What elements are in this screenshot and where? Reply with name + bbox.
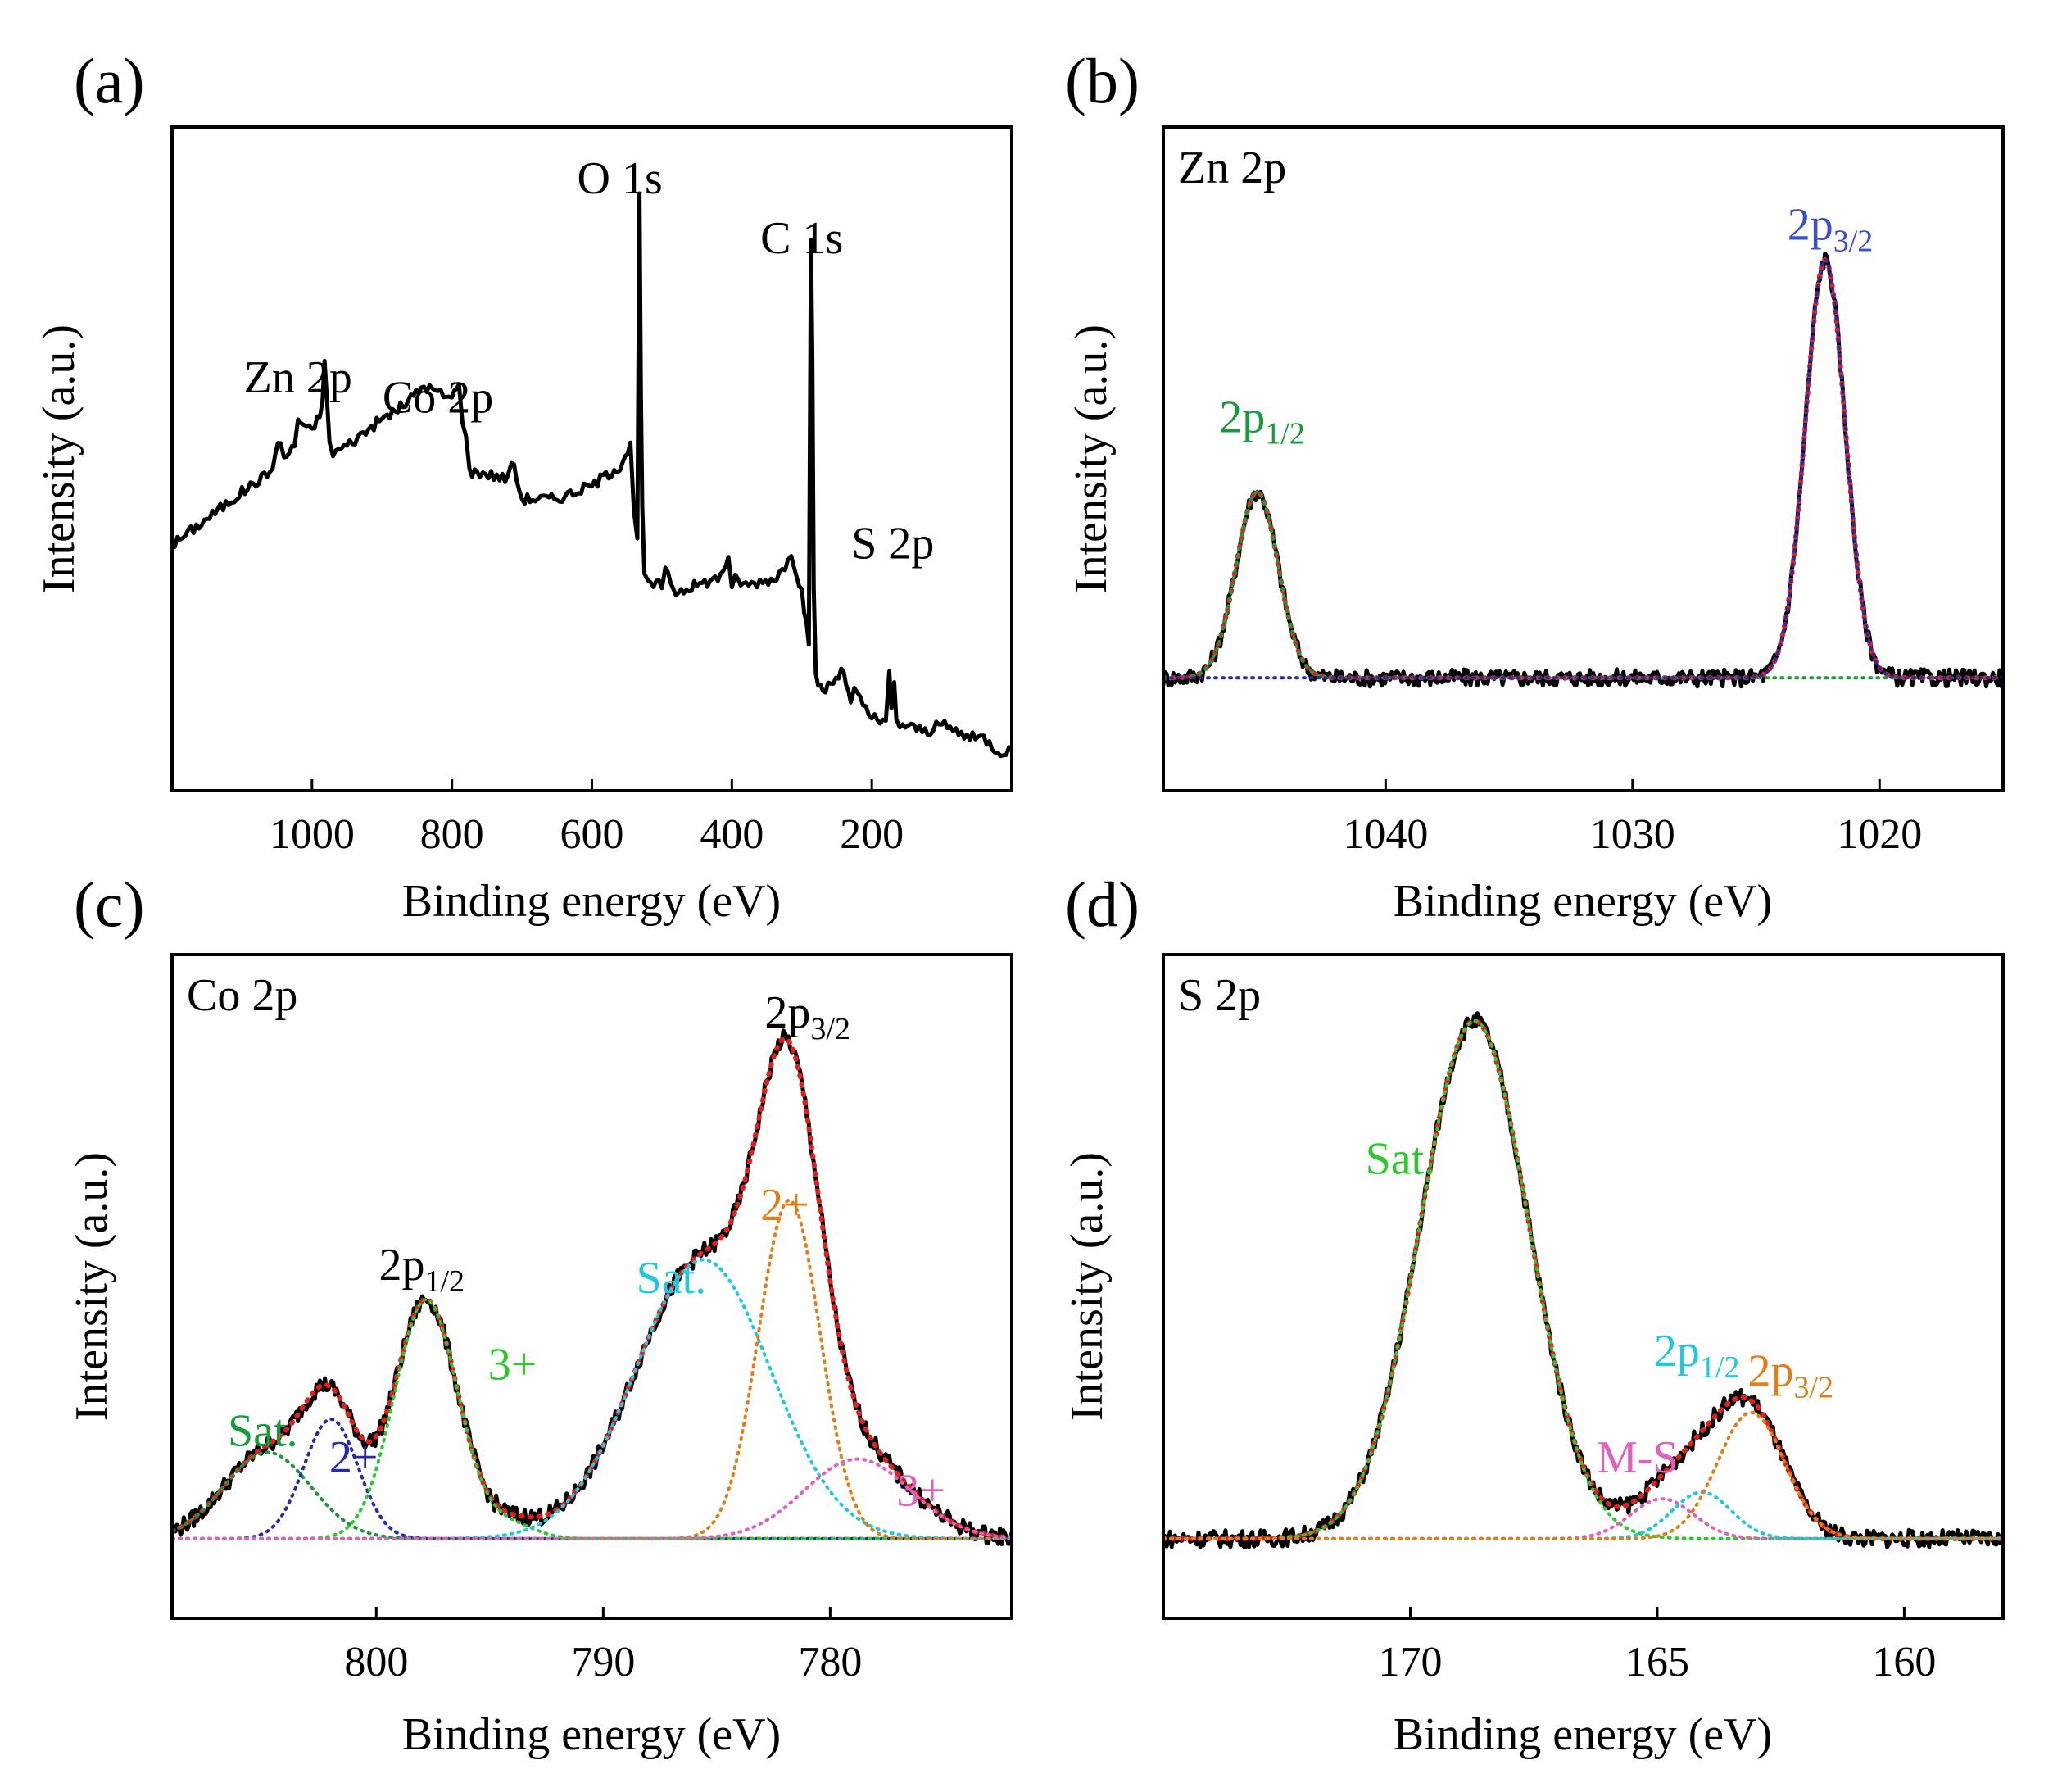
x-tick-label: 780 xyxy=(798,1639,862,1685)
x-tick-label: 800 xyxy=(344,1639,408,1685)
peak-label-text: C 1s xyxy=(760,213,843,264)
panel-title: S 2p xyxy=(1178,970,1261,1021)
peak-label: 2p1/2 xyxy=(1219,392,1305,451)
x-tick-label: 400 xyxy=(700,811,764,858)
peak-label: Co 2p xyxy=(383,372,493,423)
peak-label-text: M-S xyxy=(1597,1432,1679,1483)
chart-panel-b: 1040 1030 1020 Binding energy (eV) Intensity… xyxy=(1065,45,2005,927)
peak-label-text: Zn 2p xyxy=(244,352,352,403)
peak-label-text: S 2p xyxy=(851,519,934,569)
panel-title: Co 2p xyxy=(187,970,297,1021)
panel-letter: (a) xyxy=(74,45,145,116)
x-axis-label: Binding energy (eV) xyxy=(402,876,781,927)
peak-label: 2+ xyxy=(329,1432,378,1483)
chart-panel-d: 170 165 160 Binding energy (eV) Intensity (a… xyxy=(1062,869,2005,1760)
peak-label: O 1s xyxy=(578,153,663,204)
series-data xyxy=(1163,252,2003,689)
peak-label-subscript: 3/2 xyxy=(1793,1371,1833,1405)
x-tick-label: 170 xyxy=(1378,1639,1442,1685)
peak-label-text: 2p xyxy=(1654,1326,1700,1377)
peak-label-text: Sat. xyxy=(1366,1133,1436,1184)
peak-label: 2+ xyxy=(760,1180,809,1231)
axis-frame xyxy=(170,953,1013,1620)
axis-frame xyxy=(1162,125,2005,792)
peak-label-text: 2p xyxy=(1747,1346,1793,1397)
x-tick-label: 165 xyxy=(1625,1639,1689,1685)
peak-label: 3+ xyxy=(896,1465,945,1516)
series-2-2p3-2- xyxy=(172,1198,1012,1540)
x-axis-label: Binding energy (eV) xyxy=(1394,1709,1772,1760)
x-tick-label: 200 xyxy=(840,811,904,858)
panel-title: Zn 2p xyxy=(1178,143,1286,193)
series-survey xyxy=(172,191,1012,759)
x-tick-label: 790 xyxy=(571,1639,635,1685)
peak-label: 2p1/2 xyxy=(378,1240,465,1299)
x-tick-label: 1030 xyxy=(1590,811,1675,858)
peak-label: S 2p xyxy=(851,519,934,569)
x-tick-label: 1000 xyxy=(270,811,355,858)
series-fit xyxy=(1163,257,2003,681)
peak-label: 2p3/2 xyxy=(1788,200,1874,259)
peak-label-text: 2+ xyxy=(760,1180,809,1231)
peak-label: Sat. xyxy=(1366,1133,1436,1184)
peak-label: 2p1/2 xyxy=(1654,1326,1740,1385)
plot-area xyxy=(172,191,1012,759)
peak-label-text: 2p xyxy=(764,987,810,1038)
peak-label-text: Sat. xyxy=(228,1405,298,1456)
series-2-2p1-2- xyxy=(172,1418,1012,1540)
series-2p1-2-component xyxy=(1163,490,2003,680)
peak-label-subscript: 3/2 xyxy=(1833,225,1874,259)
peak-label-text: Co 2p xyxy=(383,372,493,423)
panel-letter: (d) xyxy=(1065,869,1140,940)
series-3-2p3-2- xyxy=(172,1457,1012,1540)
peak-label-text: 2+ xyxy=(329,1432,378,1483)
series-sat-2p3-2- xyxy=(172,1258,1012,1540)
peak-label: C 1s xyxy=(760,213,843,264)
axis-frame xyxy=(170,125,1013,792)
panel-letter: (c) xyxy=(74,869,145,940)
peak-label-text: 2p xyxy=(378,1240,424,1291)
peak-label-text: O 1s xyxy=(578,153,663,204)
chart-panel-c: 800 790 780 Binding energy (eV) Intensity (a… xyxy=(66,869,1013,1760)
peak-label: 3+ xyxy=(488,1339,537,1390)
x-tick-label: 600 xyxy=(560,811,624,858)
peak-label: 2p3/2 xyxy=(1747,1346,1833,1405)
peak-label-subscript: 1/2 xyxy=(1700,1350,1740,1385)
peak-label: Sat. xyxy=(637,1253,707,1304)
y-axis-label: Intensity (a.u.) xyxy=(1066,324,1117,593)
x-tick-label: 1020 xyxy=(1837,811,1922,858)
peak-label-text: 3+ xyxy=(896,1465,945,1516)
plot-area xyxy=(1163,1011,2003,1549)
x-tick-label: 160 xyxy=(1872,1639,1936,1685)
axis-frame xyxy=(1162,953,2005,1620)
peak-label-text: 2p xyxy=(1788,200,1833,251)
plot-area xyxy=(1163,252,2003,689)
peak-label-text: 2p xyxy=(1219,392,1265,443)
chart-panel-a: 1000 800 600 400 200 Binding energy (eV) Inten… xyxy=(34,45,1013,927)
y-axis-label: Intensity (a.u.) xyxy=(34,324,84,593)
peak-label-subscript: 1/2 xyxy=(1265,417,1305,451)
peak-label-subscript: 3/2 xyxy=(810,1012,850,1046)
peak-label: Zn 2p xyxy=(244,352,352,403)
plot-area xyxy=(172,1028,1012,1547)
x-tick-label: 1040 xyxy=(1343,811,1428,858)
series-2p3-2 xyxy=(1163,1410,2003,1540)
peak-label: Sat. xyxy=(228,1405,298,1456)
peak-label: M-S xyxy=(1597,1432,1679,1483)
peak-label: 2p3/2 xyxy=(764,987,850,1046)
peak-label-text: 3+ xyxy=(488,1339,537,1390)
x-axis-label: Binding energy (eV) xyxy=(402,1709,781,1760)
y-axis-label: Intensity (a.u.) xyxy=(1062,1152,1113,1421)
peak-label-subscript: 1/2 xyxy=(424,1264,465,1299)
x-axis-label: Binding energy (eV) xyxy=(1394,876,1772,927)
y-axis-label: Intensity (a.u.) xyxy=(66,1152,117,1421)
x-tick-label: 800 xyxy=(420,811,484,858)
series-2p3-2-component xyxy=(1163,258,2003,680)
panel-letter: (b) xyxy=(1065,45,1140,116)
series-data xyxy=(172,1028,1012,1547)
peak-label-text: Sat. xyxy=(637,1253,707,1304)
series-fit xyxy=(172,1036,1012,1540)
